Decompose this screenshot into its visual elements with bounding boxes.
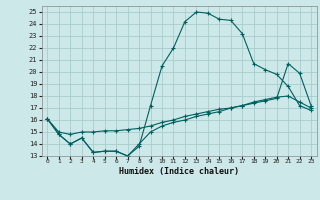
X-axis label: Humidex (Indice chaleur): Humidex (Indice chaleur): [119, 167, 239, 176]
